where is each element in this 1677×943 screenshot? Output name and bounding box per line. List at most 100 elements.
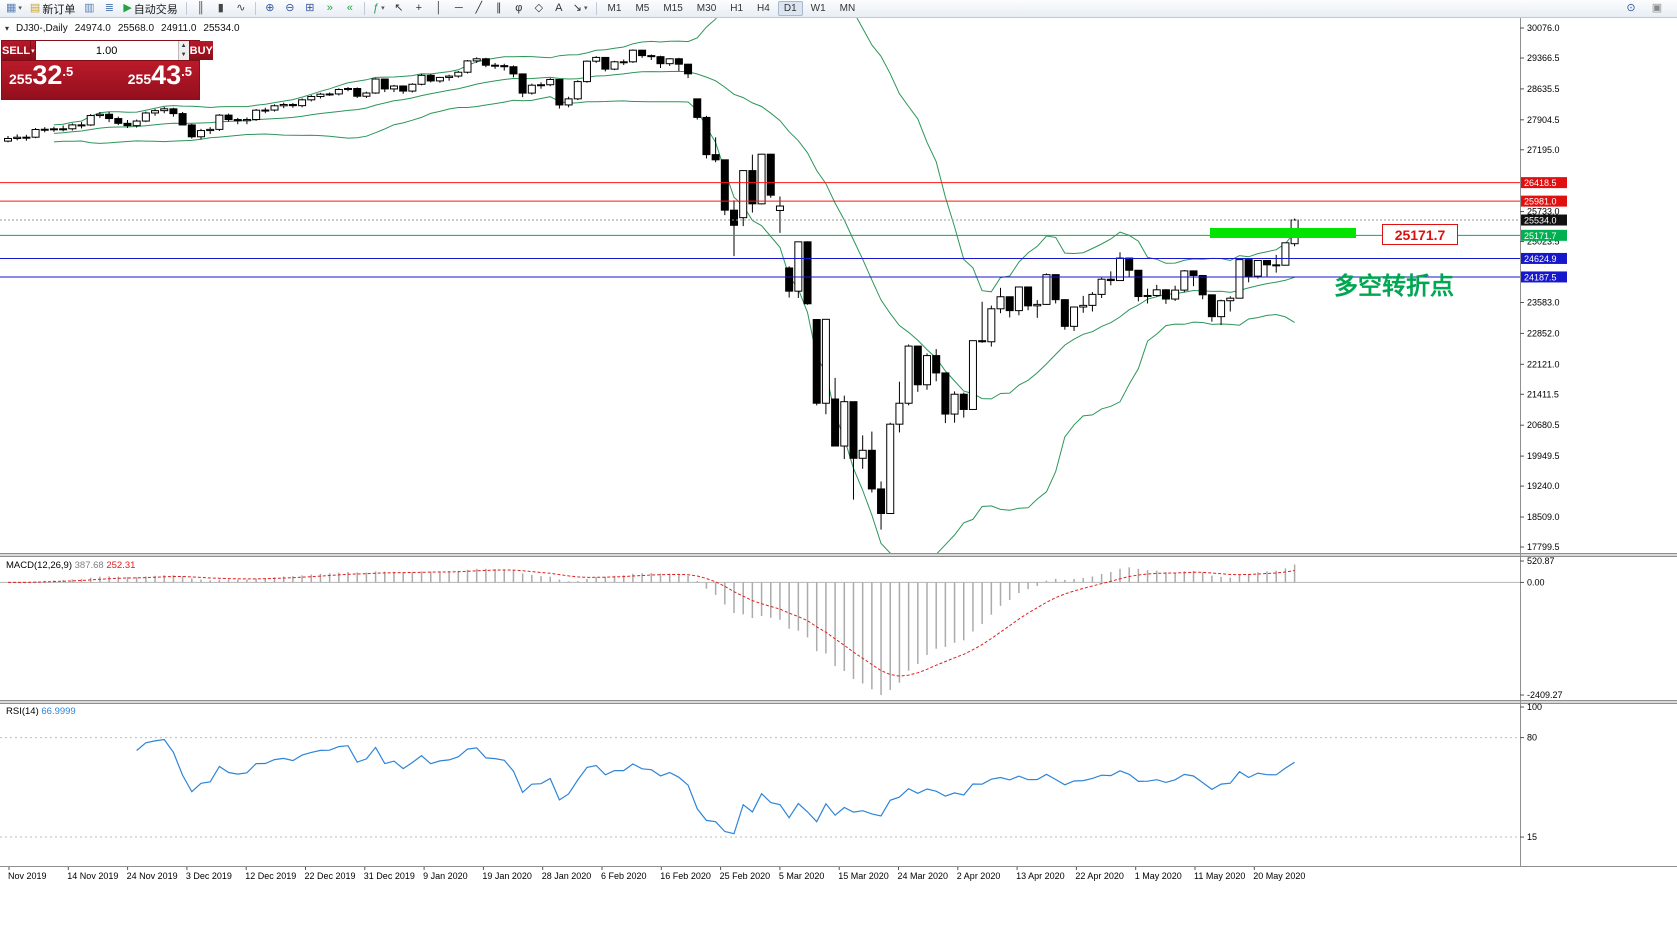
- candle-body: [353, 87, 362, 97]
- chart-shift-button[interactable]: «: [341, 1, 359, 17]
- time-axis-label: 11 May 2020: [1194, 871, 1245, 881]
- price-callout-label[interactable]: 25171.7: [1382, 224, 1458, 245]
- sell-price[interactable]: 255 32.5: [9, 62, 73, 89]
- timeframe-m5-button[interactable]: M5: [635, 3, 650, 14]
- sell-button[interactable]: SELL: [2, 41, 32, 60]
- horizontal-line-button[interactable]: ─: [450, 1, 468, 17]
- candle-body: [151, 110, 160, 114]
- candle-body: [307, 96, 316, 101]
- candle-body: [647, 55, 656, 58]
- panel-separator-macd[interactable]: [0, 553, 1677, 556]
- price-tag-25534.0: [1521, 214, 1567, 226]
- candle-body: [959, 393, 968, 410]
- zoom-out-button[interactable]: ⊖: [281, 1, 299, 17]
- chinese-annotation-text[interactable]: 多空转折点: [1334, 273, 1454, 300]
- line-chart-button[interactable]: ∿: [232, 1, 250, 17]
- tile-windows-button[interactable]: ⊞: [301, 1, 319, 17]
- candle-body: [564, 98, 573, 106]
- arrows-button[interactable]: ↘ ▾: [570, 1, 591, 17]
- timeframe-h1-button[interactable]: H1: [730, 3, 744, 14]
- trade-panel-controls: SELL ▾ ▲ ▼ BUY: [2, 41, 213, 61]
- one-click-collapse-icon[interactable]: ▾: [5, 24, 10, 33]
- candle-body: [923, 355, 931, 386]
- rsi-labels: RSI(14) 66.9999 100 80 15: [6, 702, 1542, 842]
- candle-body: [619, 61, 628, 64]
- candle-body: [187, 124, 196, 138]
- trendline-button[interactable]: ╱: [470, 1, 488, 17]
- indicators-button[interactable]: ƒ ▾: [370, 1, 388, 17]
- volume-down-icon[interactable]: ▼: [180, 52, 187, 59]
- indicators-dropdown-icon[interactable]: ▾: [381, 5, 385, 12]
- shapes-button[interactable]: ◇: [530, 1, 548, 17]
- market-watch-button[interactable]: ≣: [100, 1, 118, 17]
- zoom-in-button[interactable]: ⊕: [261, 1, 279, 17]
- candle-body: [362, 92, 371, 97]
- timeframe-h4-button[interactable]: H4: [757, 3, 770, 14]
- candle-body: [693, 98, 702, 118]
- timeframe-d1-button[interactable]: D1: [777, 1, 803, 16]
- toolbar-left-group: ▦ ▾ ▤ 新订单 ▥ ≣ ▶ 自动交易 ║ ▮ ∿ ⊕ ⊖ ⊞» « ƒ ▾ ↖ + │ ─ ╱ ∥ φ ◇ A ↘ ▾ M1 M5 M1…: [2, 0, 862, 17]
- buy-button[interactable]: BUY: [188, 41, 213, 60]
- candlestick-chart-button[interactable]: ▮: [212, 1, 230, 17]
- time-axis-label: 15 Mar 2020: [838, 871, 889, 881]
- volume-input[interactable]: [35, 41, 178, 60]
- cursor-button[interactable]: ↖: [390, 1, 408, 17]
- candle-body: [582, 60, 591, 83]
- panel-separator-rsi[interactable]: [0, 700, 1677, 703]
- candle-body: [1272, 264, 1281, 267]
- time-axis-label: 28 Jan 2020: [542, 871, 592, 881]
- new-order-button[interactable]: ▤ 新订单: [27, 1, 78, 17]
- layout-button[interactable]: ▣: [1648, 1, 1666, 17]
- market-watch-icon: ≣: [104, 2, 114, 14]
- price-axis-label: 27904.5: [1527, 115, 1560, 125]
- candle-body: [978, 340, 987, 343]
- volume-up-icon[interactable]: ▲: [180, 42, 187, 49]
- auto-scroll-button[interactable]: »: [321, 1, 339, 17]
- new-order-icon: ▤: [29, 2, 41, 14]
- candle-body: [720, 159, 729, 211]
- candle-body: [849, 401, 858, 459]
- candle-body: [950, 393, 959, 415]
- timeframe-mn-button[interactable]: MN: [839, 3, 856, 14]
- fibonacci-button[interactable]: φ: [510, 1, 528, 17]
- timeframe-w1-button[interactable]: W1: [810, 3, 826, 14]
- autotrading-button[interactable]: ▶ 自动交易: [120, 1, 180, 17]
- bar-chart-button[interactable]: ║: [192, 1, 210, 17]
- new-chart-button[interactable]: ▦ ▾: [3, 1, 25, 17]
- price-tag-25981.0: [1521, 195, 1567, 207]
- zoom-in-icon: ⊕: [265, 2, 275, 14]
- candle-body: [242, 119, 251, 122]
- candle-body: [684, 63, 693, 75]
- rsi-axis-label: 80: [1527, 733, 1537, 743]
- candle-body: [1263, 260, 1272, 266]
- candle-body: [867, 449, 876, 490]
- chart-profiles-button[interactable]: ▥: [80, 1, 98, 17]
- equidistant-channel-button[interactable]: ∥: [490, 1, 508, 17]
- candle-body: [123, 122, 132, 127]
- buy-price[interactable]: 255 43.5: [128, 62, 192, 89]
- candle-body: [1171, 289, 1180, 300]
- crosshair-button[interactable]: +: [410, 1, 428, 17]
- highlight-rectangle-object[interactable]: [1210, 228, 1356, 238]
- volume-dropdown-icon[interactable]: ▾: [31, 41, 36, 60]
- candle-body: [1161, 289, 1170, 300]
- macd-axis-label: 0.00: [1527, 577, 1545, 587]
- candle-body: [178, 113, 187, 126]
- search-icon: ⊙: [1626, 2, 1636, 14]
- symbol-ohlc-header: ▾ DJ30-,Daily 24974.0 25568.0 24911.0 25…: [5, 23, 240, 34]
- timeframe-m30-button[interactable]: M30: [696, 3, 717, 14]
- candle-body: [1042, 274, 1051, 305]
- candle-body: [803, 241, 812, 305]
- arrows-dropdown-icon[interactable]: ▾: [584, 5, 588, 12]
- macd-axis-label: -2409.27: [1527, 690, 1563, 700]
- timeframe-m1-button[interactable]: M1: [607, 3, 622, 14]
- candle-body: [371, 78, 380, 94]
- candle-body: [196, 130, 205, 138]
- new-chart-dropdown-icon[interactable]: ▾: [18, 5, 22, 12]
- vertical-line-button[interactable]: │: [430, 1, 448, 17]
- search-button[interactable]: ⊙: [1622, 1, 1640, 17]
- timeframe-m15-button[interactable]: M15: [663, 3, 683, 14]
- text-button[interactable]: A: [550, 1, 568, 17]
